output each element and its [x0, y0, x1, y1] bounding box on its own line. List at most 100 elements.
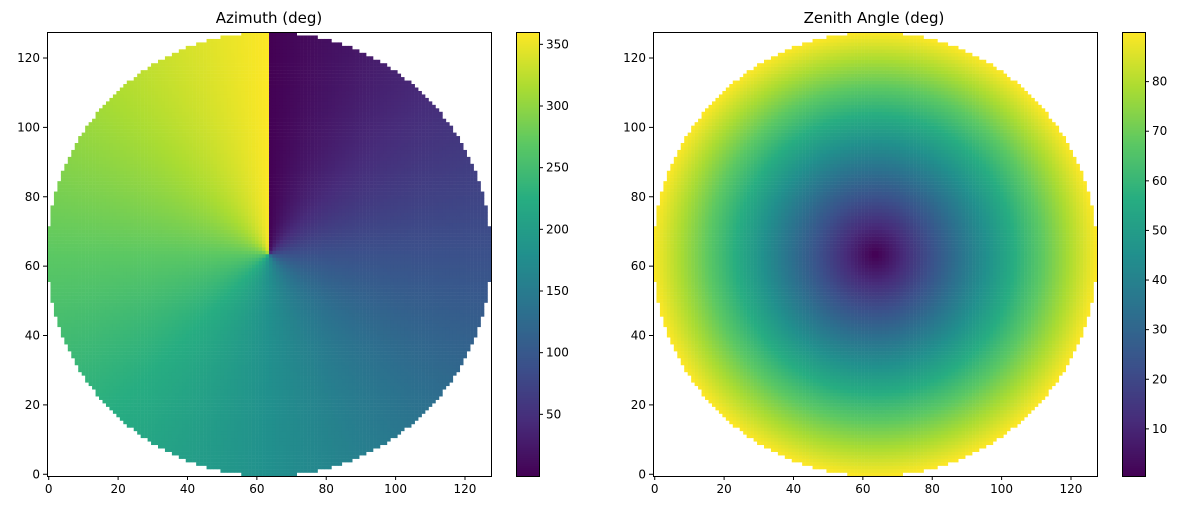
heatmap-cell	[300, 403, 304, 407]
heatmap-cell	[123, 362, 127, 366]
heatmap-cell	[338, 431, 342, 435]
heatmap-cell	[207, 313, 211, 317]
heatmap-cell	[210, 323, 214, 327]
heatmap-cell	[342, 362, 346, 366]
heatmap-cell	[345, 296, 349, 300]
heatmap-cell	[307, 403, 311, 407]
heatmap-cell	[234, 417, 238, 421]
heatmap-cell	[342, 424, 346, 428]
heatmap-cell	[134, 375, 138, 379]
heatmap-cell	[161, 441, 165, 445]
heatmap-cell	[109, 316, 113, 320]
heatmap-cell	[345, 407, 349, 411]
heatmap-cell	[175, 299, 179, 303]
heatmap-cell	[439, 382, 443, 386]
heatmap-cell	[151, 323, 155, 327]
heatmap-cell	[127, 417, 131, 421]
heatmap-cell	[234, 400, 238, 404]
heatmap-cell	[269, 386, 273, 390]
heatmap-cell	[207, 393, 211, 397]
heatmap-cell	[314, 310, 318, 314]
heatmap-cell	[380, 427, 384, 431]
heatmap-cell	[300, 327, 304, 331]
heatmap-cell	[179, 445, 183, 449]
heatmap-cell	[241, 466, 245, 470]
heatmap-cell	[335, 368, 339, 372]
heatmap-cell	[186, 341, 190, 345]
heatmap-cell	[200, 375, 204, 379]
heatmap-cell	[92, 337, 96, 341]
heatmap-cell	[297, 337, 301, 341]
heatmap-cell	[113, 393, 117, 397]
heatmap-cell	[245, 421, 249, 425]
heatmap-cell	[338, 445, 342, 449]
heatmap-cell	[255, 351, 259, 355]
heatmap-cell	[387, 341, 391, 345]
heatmap-cell	[276, 320, 280, 324]
heatmap-cell	[151, 403, 155, 407]
heatmap-cell	[179, 400, 183, 404]
heatmap-cell	[293, 403, 297, 407]
heatmap-cell	[453, 337, 457, 341]
heatmap-cell	[210, 438, 214, 442]
heatmap-cell	[331, 337, 335, 341]
heatmap-cell	[168, 368, 172, 372]
heatmap-cell	[214, 448, 218, 452]
heatmap-cell	[363, 355, 367, 359]
heatmap-cell	[144, 386, 148, 390]
heatmap-cell	[148, 434, 152, 438]
heatmap-cell	[179, 434, 183, 438]
heatmap-cell	[200, 355, 204, 359]
heatmap-cell	[366, 334, 370, 338]
heatmap-cell	[189, 372, 193, 376]
heatmap-cell	[106, 330, 110, 334]
heatmap-cell	[366, 372, 370, 376]
heatmap-cell	[293, 438, 297, 442]
heatmap-cell	[401, 389, 405, 393]
heatmap-cell	[297, 313, 301, 317]
heatmap-cell	[449, 296, 453, 300]
heatmap-cell	[161, 362, 165, 366]
heatmap-cell	[356, 410, 360, 414]
heatmap-cell	[130, 372, 134, 376]
heatmap-cell	[349, 306, 353, 310]
heatmap-cell	[314, 403, 318, 407]
heatmap-cell	[220, 358, 224, 362]
heatmap-cell	[241, 452, 245, 456]
heatmap-cell	[272, 427, 276, 431]
heatmap-cell	[272, 455, 276, 459]
heatmap-cell	[137, 341, 141, 345]
heatmap-cell	[446, 348, 450, 352]
heatmap-cell	[470, 310, 474, 314]
heatmap-cell	[196, 403, 200, 407]
heatmap-cell	[311, 407, 315, 411]
heatmap-cell	[252, 403, 256, 407]
heatmap-cell	[272, 355, 276, 359]
heatmap-cell	[89, 313, 93, 317]
heatmap-cell	[387, 379, 391, 383]
heatmap-cell	[363, 389, 367, 393]
heatmap-cell	[220, 466, 224, 470]
heatmap-cell	[245, 396, 249, 400]
heatmap-cell	[220, 299, 224, 303]
heatmap-cell	[373, 355, 377, 359]
heatmap-cell	[297, 316, 301, 320]
heatmap-cell	[401, 334, 405, 338]
heatmap-cell	[335, 410, 339, 414]
heatmap-cell	[217, 306, 221, 310]
heatmap-cell	[75, 320, 79, 324]
heatmap-cell	[85, 362, 89, 366]
heatmap-cell	[449, 323, 453, 327]
heatmap-cell	[238, 455, 242, 459]
heatmap-cell	[373, 313, 377, 317]
heatmap-cell	[200, 344, 204, 348]
heatmap-cell	[165, 355, 169, 359]
heatmap-cell	[130, 320, 134, 324]
heatmap-cell	[390, 389, 394, 393]
heatmap-cell	[144, 348, 148, 352]
heatmap-cell	[189, 344, 193, 348]
heatmap-cell	[196, 438, 200, 442]
heatmap-cell	[401, 330, 405, 334]
heatmap-cell	[127, 334, 131, 338]
heatmap-cell	[179, 375, 183, 379]
